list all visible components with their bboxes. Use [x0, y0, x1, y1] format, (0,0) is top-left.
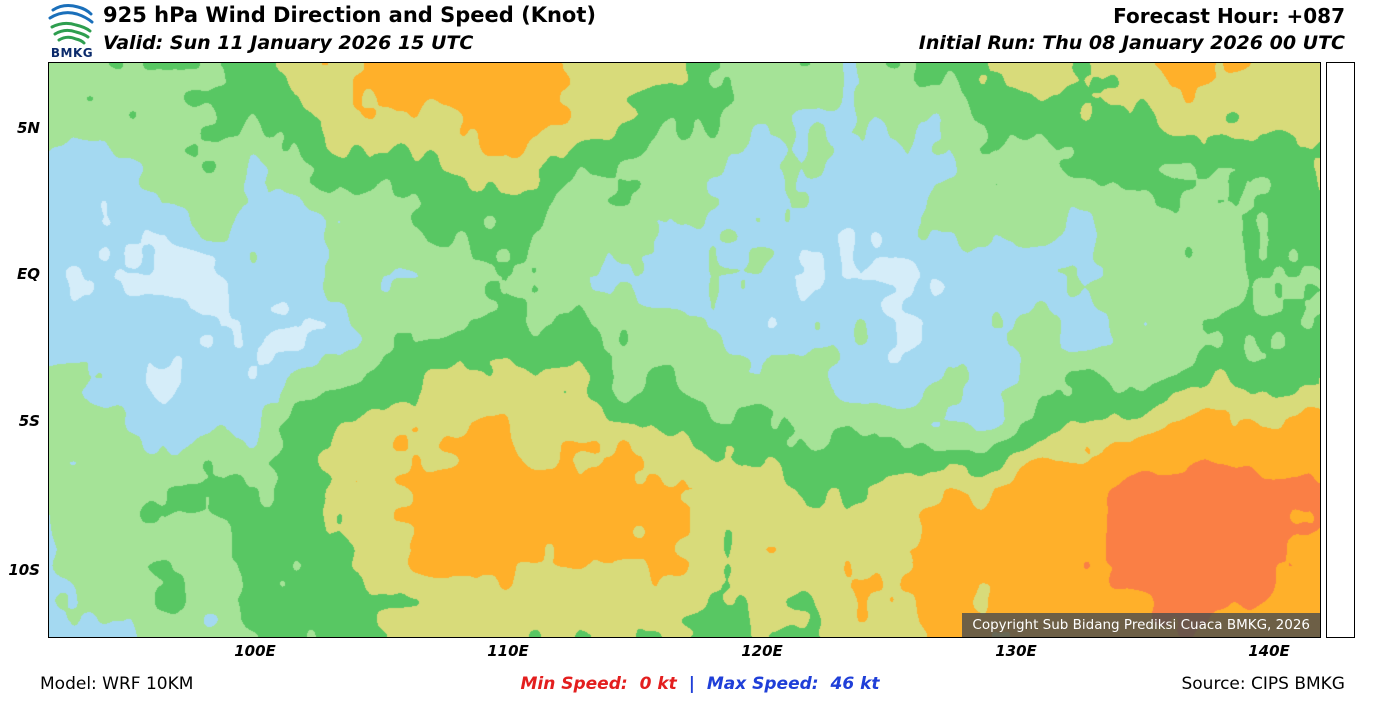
wind-map-canvas	[49, 63, 1320, 637]
copyright-notice: Copyright Sub Bidang Prediksi Cuaca BMKG…	[962, 613, 1320, 637]
bmkg-logo-text: BMKG	[50, 46, 94, 60]
valid-time: Valid: Sun 11 January 2026 15 UTC	[103, 32, 474, 54]
min-speed-label: Min Speed:	[520, 674, 628, 694]
lat-label-5s: 5S	[18, 412, 40, 430]
forecast-hour: Forecast Hour: +087	[1113, 4, 1345, 28]
max-speed-value: 46 kt	[830, 674, 880, 694]
speed-summary: Min Speed: 0 kt | Max Speed: 46 kt	[517, 674, 882, 694]
bmkg-logo-graphic	[48, 4, 94, 45]
lat-label-10s: 10S	[8, 561, 40, 579]
lon-label-130e: 130E	[995, 642, 1037, 660]
bmkg-logo: BMKG	[44, 2, 100, 60]
initial-run: Initial Run: Thu 08 January 2026 00 UTC	[918, 32, 1345, 54]
wind-speed-colorbar	[1326, 62, 1355, 638]
source-label: Source: CIPS BMKG	[1181, 674, 1345, 694]
page-title: 925 hPa Wind Direction and Speed (Knot)	[103, 3, 596, 27]
lat-label-eq: EQ	[17, 265, 40, 283]
lon-label-120e: 120E	[741, 642, 783, 660]
speed-separator: |	[688, 674, 695, 694]
max-speed-label: Max Speed:	[706, 674, 819, 694]
colorbar-labels	[1362, 62, 1400, 638]
min-speed-value: 0 kt	[639, 674, 677, 694]
model-label: Model: WRF 10KM	[40, 674, 194, 694]
lon-label-110e: 110E	[487, 642, 529, 660]
map-plot: Copyright Sub Bidang Prediksi Cuaca BMKG…	[48, 62, 1321, 638]
lat-label-5n: 5N	[17, 119, 40, 137]
lon-label-100e: 100E	[234, 642, 276, 660]
lon-label-140e: 140E	[1248, 642, 1290, 660]
